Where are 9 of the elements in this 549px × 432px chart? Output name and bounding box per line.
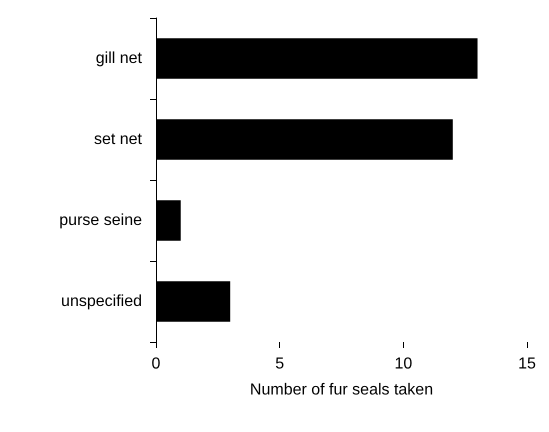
y-tick-label: unspecified [61, 293, 142, 310]
x-tick-label: 5 [275, 356, 284, 372]
y-tick-label: gill net [96, 50, 143, 67]
y-tick-label: purse seine [59, 212, 142, 229]
x-tick-label: 15 [518, 356, 536, 372]
x-tick-label: 10 [394, 356, 412, 372]
x-tick-label: 0 [152, 356, 161, 372]
x-axis-title: Number of fur seals taken [250, 382, 434, 398]
y-tick-label: set net [94, 131, 143, 148]
